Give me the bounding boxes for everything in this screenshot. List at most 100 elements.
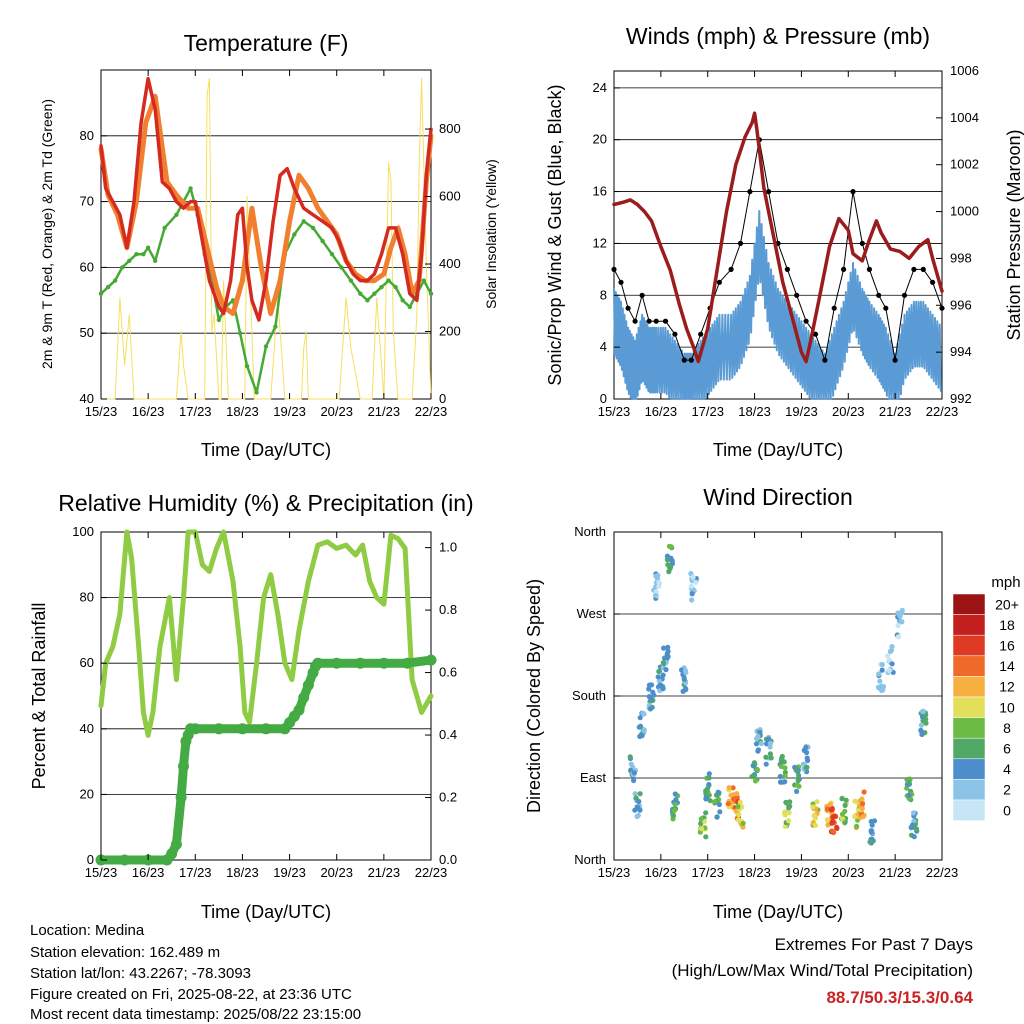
direction-point — [795, 778, 801, 784]
direction-point — [656, 583, 662, 589]
direction-point — [715, 789, 721, 795]
humidity-xlabel: Time (Day/UTC) — [201, 902, 331, 922]
direction-point — [731, 796, 737, 802]
direction-point — [639, 732, 645, 738]
direction-point — [920, 708, 927, 715]
dewpoint-line — [99, 187, 433, 394]
direction-point — [824, 817, 831, 823]
direction-point — [886, 667, 892, 674]
humidity-title: Relative Humidity (%) & Precipitation (i… — [58, 490, 473, 516]
direction-point — [778, 763, 784, 770]
direction-point — [706, 781, 712, 788]
x-tick-label: 21/23 — [368, 404, 401, 419]
direction-point — [717, 809, 723, 815]
x-tick-label: 16/23 — [132, 404, 165, 419]
x-tick-label: 22/23 — [926, 865, 959, 880]
y2-tick-label: 0 — [439, 391, 446, 406]
direction-point — [895, 610, 901, 616]
direction-point — [671, 807, 678, 814]
direction-point — [767, 744, 773, 750]
direction-point — [859, 801, 866, 807]
y-tick-label: 0 — [87, 852, 94, 867]
colorbar-label: 4 — [1003, 761, 1011, 777]
direction-point — [664, 656, 670, 662]
direction-point — [839, 796, 845, 802]
y2-tick-label: 1000 — [950, 204, 979, 219]
direction-point — [637, 715, 643, 721]
direction-point — [648, 696, 654, 703]
direction-xlabel: Time (Day/UTC) — [713, 902, 843, 922]
temperature-y2label: Solar Insolation (Yellow) — [483, 159, 499, 309]
direction-point — [735, 803, 741, 810]
direction-point — [886, 657, 893, 663]
direction-point — [899, 619, 905, 625]
winds-ticks: 15/23 16/23 17/23 18/23 19/23 20/23 21/23 22/23… — [593, 63, 979, 419]
x-tick-label: 20/23 — [320, 404, 353, 419]
direction-point — [647, 706, 654, 712]
colorbar-label: 0 — [1003, 802, 1011, 818]
direction-point — [860, 814, 866, 820]
colorbar-label: 20+ — [995, 596, 1019, 612]
precipitation-point — [293, 704, 305, 716]
precipitation-point — [354, 657, 366, 669]
direction-point — [839, 811, 846, 817]
y2-tick-label: 998 — [950, 250, 972, 265]
y-tick-label: West — [577, 606, 607, 621]
direction-point — [832, 813, 838, 819]
direction-point — [633, 795, 639, 801]
colorbar-swatch — [952, 655, 986, 677]
y-tick-label: 24 — [593, 80, 607, 95]
x-tick-label: 16/23 — [645, 404, 678, 419]
colorbar-label: 10 — [999, 699, 1015, 715]
colorbar-swatch — [952, 634, 986, 657]
direction-point — [794, 788, 800, 795]
humidity-panel: Relative Humidity (%) & Precipitation (i… — [29, 490, 474, 922]
direction-point — [885, 653, 891, 659]
direction-point — [632, 791, 638, 797]
direction-point — [655, 674, 661, 680]
direction-point — [706, 771, 712, 777]
direction-point — [887, 648, 894, 655]
colorbar-label: 18 — [999, 617, 1015, 633]
x-tick-label: 20/23 — [832, 865, 865, 880]
precipitation-point — [175, 792, 187, 803]
direction-panel: Wind Direction 15/23 16/23 17/23 18/23 19/23… — [524, 484, 1021, 922]
direction-point — [889, 644, 895, 650]
x-tick-label: 16/23 — [645, 865, 678, 880]
direction-point — [706, 775, 712, 781]
winds-y2label: Station Pressure (Maroon) — [1004, 129, 1024, 340]
direction-point — [879, 667, 885, 673]
winds-series — [611, 111, 945, 400]
y2-tick-label: 0.0 — [439, 852, 457, 867]
direction-point — [829, 820, 835, 826]
precipitation-point — [312, 657, 324, 669]
direction-point — [768, 755, 774, 761]
y-tick-label: 12 — [593, 235, 607, 250]
direction-point — [740, 820, 746, 826]
precipitation-line — [96, 655, 436, 865]
direction-ylabel: Direction (Colored By Speed) — [524, 579, 544, 813]
y2-tick-label: 800 — [439, 121, 461, 136]
y-tick-label: East — [580, 770, 606, 785]
direction-point — [796, 783, 802, 789]
direction-point — [634, 813, 640, 820]
humidity-ticks: 15/23 16/23 17/23 18/23 19/23 20/23 21/23 22/23… — [72, 524, 457, 880]
direction-point — [712, 799, 718, 805]
direction-point — [879, 661, 885, 668]
temperature-panel: Temperature (F) 15/23 16/23 17/23 18/23 19/2… — [39, 30, 499, 460]
direction-point — [763, 754, 769, 760]
direction-point — [632, 807, 638, 813]
x-tick-label: 16/23 — [132, 865, 165, 880]
direction-title: Wind Direction — [703, 484, 853, 510]
direction-point — [660, 672, 666, 678]
direction-point — [670, 812, 676, 818]
direction-point — [656, 579, 662, 585]
x-tick-label: 18/23 — [226, 404, 259, 419]
precipitation-point — [302, 679, 314, 691]
direction-point — [753, 741, 760, 747]
y2-tick-label: 200 — [439, 324, 461, 339]
direction-point — [672, 791, 678, 797]
temp-2m-line — [99, 76, 433, 322]
direction-point — [787, 803, 793, 809]
